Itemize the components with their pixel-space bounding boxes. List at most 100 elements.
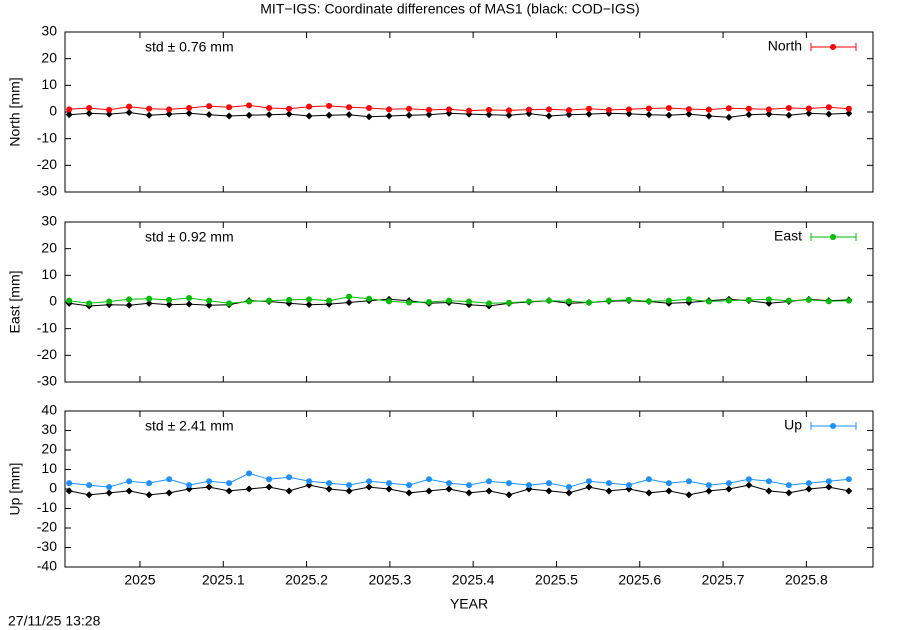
data-point xyxy=(326,102,333,109)
data-point xyxy=(226,104,233,111)
data-point xyxy=(126,478,133,485)
data-point xyxy=(545,487,553,495)
data-point xyxy=(306,478,313,485)
y-tick-label: -40 xyxy=(37,558,57,574)
data-point xyxy=(86,300,93,307)
data-point xyxy=(765,478,772,485)
data-point xyxy=(205,301,213,309)
data-point xyxy=(485,300,492,307)
data-point xyxy=(426,299,433,305)
data-point xyxy=(625,482,632,489)
data-point xyxy=(366,478,373,485)
y-tick-label: -10 xyxy=(37,129,57,145)
data-point xyxy=(285,110,293,118)
data-point xyxy=(605,106,612,113)
data-point xyxy=(705,298,712,305)
data-point xyxy=(206,103,213,110)
y-tick-label: 0 xyxy=(49,103,57,119)
data-point xyxy=(485,487,493,495)
y-tick-label: -30 xyxy=(37,183,57,199)
data-point xyxy=(185,109,193,117)
data-point xyxy=(845,476,852,483)
y-tick-label: 0 xyxy=(49,480,57,496)
x-tick-label: 2025.2 xyxy=(285,572,328,588)
data-point xyxy=(685,491,693,499)
data-point xyxy=(585,483,593,491)
timestamp: 27/11/25 13:28 xyxy=(8,613,101,629)
data-point xyxy=(165,110,173,118)
data-point xyxy=(505,111,513,119)
data-point xyxy=(245,111,253,119)
data-point xyxy=(205,483,213,491)
legend-marker xyxy=(830,44,836,50)
data-point xyxy=(246,470,253,477)
data-point xyxy=(565,484,572,491)
data-point xyxy=(525,298,532,305)
y-tick-label: 20 xyxy=(41,441,57,457)
data-point xyxy=(545,480,552,487)
data-point xyxy=(386,298,393,305)
data-point xyxy=(446,106,453,113)
data-point xyxy=(805,296,812,303)
data-point xyxy=(645,105,652,112)
data-point xyxy=(166,476,173,483)
data-point xyxy=(366,295,373,302)
data-point xyxy=(645,298,652,305)
data-point xyxy=(845,109,853,117)
data-point xyxy=(86,482,93,489)
data-point xyxy=(585,110,593,118)
data-point xyxy=(785,111,793,119)
data-point xyxy=(326,480,333,487)
legend-label: East xyxy=(774,228,802,244)
data-point xyxy=(385,485,393,493)
data-point xyxy=(165,489,173,497)
data-point xyxy=(585,478,592,485)
y-tick-label: -10 xyxy=(37,319,57,335)
data-point xyxy=(325,111,333,119)
data-point xyxy=(125,487,133,495)
data-point xyxy=(405,111,413,119)
data-point xyxy=(725,297,732,304)
data-point xyxy=(845,487,853,495)
data-point xyxy=(166,106,173,113)
data-point xyxy=(565,489,573,497)
data-point xyxy=(66,106,73,113)
data-point xyxy=(346,104,353,111)
data-point xyxy=(745,476,752,483)
y-tick-label: 30 xyxy=(41,23,57,39)
data-point xyxy=(685,296,692,303)
data-point xyxy=(705,482,712,489)
data-point xyxy=(406,105,413,112)
data-point xyxy=(65,111,73,119)
data-point xyxy=(785,489,793,497)
data-point xyxy=(525,482,532,489)
data-point xyxy=(366,105,373,111)
data-point xyxy=(805,105,812,112)
data-point xyxy=(645,476,652,483)
data-point xyxy=(845,297,852,304)
x-tick-label: 2025 xyxy=(124,572,155,588)
data-point xyxy=(186,482,193,489)
data-point xyxy=(745,296,752,303)
y-tick-label: 10 xyxy=(41,266,57,282)
data-point xyxy=(825,298,832,305)
x-tick-label: 2025.5 xyxy=(535,572,578,588)
data-point xyxy=(126,103,133,110)
y-tick-label: -30 xyxy=(37,373,57,389)
data-point xyxy=(665,487,673,495)
data-point xyxy=(725,113,733,121)
data-point xyxy=(645,489,653,497)
data-point xyxy=(426,106,433,113)
data-point xyxy=(785,297,792,304)
data-point xyxy=(625,106,632,113)
data-point xyxy=(305,112,313,120)
data-point xyxy=(326,297,333,304)
data-point xyxy=(585,299,592,306)
data-point xyxy=(485,111,493,119)
data-point xyxy=(745,111,753,119)
data-point xyxy=(725,485,733,493)
data-point xyxy=(65,487,73,495)
data-point xyxy=(645,111,653,119)
data-point xyxy=(225,487,233,495)
y-tick-label: 10 xyxy=(41,460,57,476)
